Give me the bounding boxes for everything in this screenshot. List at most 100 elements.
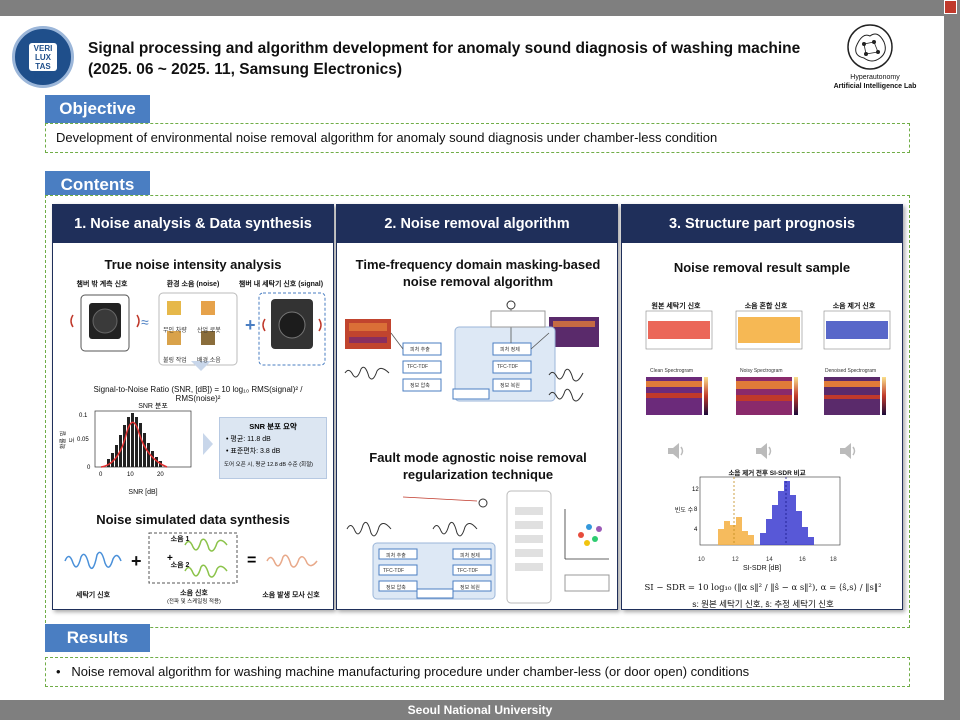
noise-signal-label: 소음 신호 xyxy=(180,590,208,597)
block-tfc-tdf-right-2: TFC-TDF xyxy=(457,568,479,574)
svg-text:0: 0 xyxy=(87,465,91,471)
washer-signal-label: 세탁기 신호 xyxy=(75,592,111,599)
objective-text: Development of environmental noise remov… xyxy=(56,130,718,145)
block-feature-refine: 피처 정제 xyxy=(500,347,520,353)
block-encode-2: 정보 압축 xyxy=(386,585,406,591)
hist-tick-14: 14 xyxy=(766,557,773,563)
block-decode-2: 정보 복원 xyxy=(460,585,480,591)
block-feature-extract-2: 피처 추출 xyxy=(386,553,406,559)
snr-door-note: 도어 오픈 시, 평균 12.8 dB 수준 (회절) xyxy=(224,462,313,468)
noise-type-1: 무인 차량 xyxy=(163,328,187,334)
hist-tick-16: 16 xyxy=(799,557,806,563)
snr-mean: • 평균: 11.8 dB xyxy=(226,436,271,443)
subsection-title: Time-frequency domain masking-based nois… xyxy=(355,257,601,289)
noise2-label: 소음 2 xyxy=(170,562,190,569)
hist-tick-18: 18 xyxy=(830,557,837,563)
lab-logo: Hyperautonomy Artificial Intelligence La… xyxy=(820,22,930,102)
snr-histogram: 0.1 0.05 0 0 10 20 xyxy=(77,410,192,478)
svg-text:12: 12 xyxy=(692,487,699,493)
column-noise-removal: 2. Noise removal algorithm Time-frequenc… xyxy=(336,204,618,610)
column-header: 3. Structure part prognosis xyxy=(622,205,902,243)
chamber-out-label: 챔버 밖 계측 신호 xyxy=(76,281,128,288)
contents-tag: Contents xyxy=(45,171,150,199)
lab-name-line1: Hyperautonomy xyxy=(850,74,900,81)
svg-text:+: + xyxy=(245,315,256,335)
block-encode: 정보 압축 xyxy=(410,383,430,389)
svg-text:8: 8 xyxy=(694,507,698,513)
objective-box: Development of environmental noise remov… xyxy=(45,123,910,153)
block-feature-extract: 피처 추출 xyxy=(410,347,430,353)
svg-text:0.05: 0.05 xyxy=(77,437,89,443)
simulated-signal-label: 소음 발생 모사 신호 xyxy=(262,592,320,599)
chevron-right-icon xyxy=(203,433,213,455)
chamber-in-label: 챔버 내 세탁기 신호 (signal) xyxy=(238,281,324,288)
noise-setup-diagram: ≈ + xyxy=(70,292,326,371)
brain-icon xyxy=(847,24,893,70)
waveform-spectrogram-grid xyxy=(645,310,891,415)
sisdr-formula: SI − SDR = 10 log₁₀ (‖α s‖² / ‖ŝ − α s‖²… xyxy=(644,583,882,593)
plot-title-noisy: 소음 혼합 신호 xyxy=(744,303,788,310)
results-tag: Results xyxy=(45,624,150,652)
hist-xlabel: SI-SDR [dB] xyxy=(742,565,782,572)
block-decode: 정보 복원 xyxy=(500,383,520,389)
snr-xlabel: SNR [dB] xyxy=(128,489,158,496)
footer: Seoul National University xyxy=(0,700,960,720)
svg-text:0.1: 0.1 xyxy=(79,413,88,419)
snr-summary-title: SNR 분포 요약 xyxy=(249,422,297,431)
noise1-label: 소음 1 xyxy=(170,536,190,543)
speaker-icon[interactable] xyxy=(754,441,776,461)
column-header: 2. Noise removal algorithm xyxy=(337,205,617,243)
hist-tick-12: 12 xyxy=(732,557,739,563)
snr-std: • 표준편차: 3.8 dB xyxy=(226,448,281,455)
column-header: 1. Noise analysis & Data synthesis xyxy=(53,205,333,243)
svg-text:≈: ≈ xyxy=(141,314,149,330)
results-box: • Noise removal algorithm for washing ma… xyxy=(45,657,910,687)
svg-text:20: 20 xyxy=(157,472,164,478)
spec-title-noisy: Noisy Spectrogram xyxy=(740,368,783,374)
block-tfc-tdf-left: TFC-TDF xyxy=(407,364,429,370)
speaker-icon[interactable] xyxy=(838,441,860,461)
spec-title-clean: Clean Spectrogram xyxy=(650,368,694,374)
svg-text:+: + xyxy=(131,551,142,571)
hist-tick-10: 10 xyxy=(698,557,705,563)
block-feature-refine-2: 피처 정제 xyxy=(460,553,480,559)
page-title: Signal processing and algorithm developm… xyxy=(88,40,801,78)
regularization-diagram xyxy=(346,490,610,604)
window-top-bar xyxy=(0,0,960,16)
noise-type-4: 배경 소음 xyxy=(197,358,221,364)
objective-tag: Objective xyxy=(45,95,150,123)
env-noise-label: 환경 소음 (noise) xyxy=(166,281,220,288)
snr-summary-box: SNR 분포 요약 • 평균: 11.8 dB • 표준편차: 3.8 dB 도… xyxy=(219,417,327,479)
subsection-title: True noise intensity analysis xyxy=(104,257,282,272)
spec-title-denoised: Denoised Spectrogram xyxy=(825,368,877,374)
sisdr-histogram: 12 8 4 xyxy=(692,476,841,546)
svg-text:4: 4 xyxy=(694,527,698,533)
sisdr-hist-title: 소음 제거 전후 SI-SDR 비교 xyxy=(728,470,806,477)
hist-ylabel: 빈도 수 xyxy=(674,508,694,514)
close-button[interactable] xyxy=(944,0,957,14)
subsection-title: Fault mode agnostic noise removal regula… xyxy=(369,450,587,482)
results-text: • Noise removal algorithm for washing ma… xyxy=(56,664,750,679)
lab-name-line2: Artificial Intelligence Lab xyxy=(833,83,917,90)
data-synthesis-diagram: + + = xyxy=(64,532,318,584)
plot-title-clean: 원본 세탁기 신호 xyxy=(651,303,701,310)
block-tfc-tdf-right: TFC-TDF xyxy=(497,364,519,370)
column-noise-analysis: 1. Noise analysis & Data synthesis True … xyxy=(52,204,334,610)
snr-distribution-title: SNR 분포 xyxy=(138,403,168,410)
subsection-title: Noise removal result sample xyxy=(673,260,851,275)
block-tfc-tdf-left-2: TFC-TDF xyxy=(383,568,405,574)
noise-signal-note: (전파 및 스케일링 적용) xyxy=(167,599,221,605)
noise-type-3: 불링 작업 xyxy=(163,358,187,364)
masking-algorithm-diagram xyxy=(344,300,599,402)
speaker-icon[interactable] xyxy=(666,441,688,461)
svg-text:=: = xyxy=(247,552,256,569)
noise-type-2: 산업 로봇 xyxy=(197,328,221,334)
column-structure-prognosis: 3. Structure part prognosis Noise remova… xyxy=(621,204,903,610)
subsection-title: Noise simulated data synthesis xyxy=(96,512,290,527)
sisdr-formula-note: s: 원본 세탁기 신호, ŝ: 추정 세탁기 신호 xyxy=(692,599,834,609)
snr-formula: Signal-to-Noise Ratio (SNR, [dB]) = 10 l… xyxy=(93,385,303,403)
snr-ylabel: 확률 밀도 xyxy=(61,430,76,450)
svg-text:0: 0 xyxy=(99,472,103,478)
svg-text:10: 10 xyxy=(127,472,134,478)
plot-title-denoised: 소음 제거 신호 xyxy=(832,303,876,310)
